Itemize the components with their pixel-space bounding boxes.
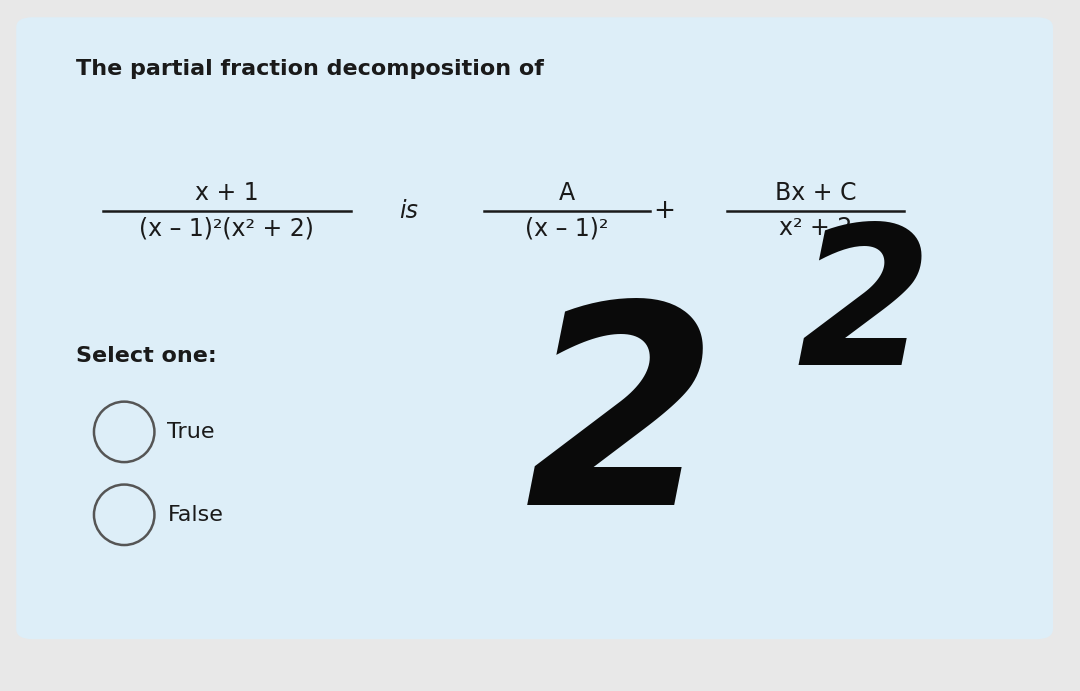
FancyBboxPatch shape bbox=[16, 17, 1053, 639]
Text: x² + 2: x² + 2 bbox=[779, 216, 852, 240]
Text: Select one:: Select one: bbox=[76, 346, 216, 366]
Text: x + 1: x + 1 bbox=[195, 181, 258, 205]
Text: 2: 2 bbox=[796, 217, 932, 405]
Text: (x – 1)²(x² + 2): (x – 1)²(x² + 2) bbox=[139, 216, 314, 240]
Text: 2: 2 bbox=[525, 294, 717, 563]
Text: False: False bbox=[167, 505, 224, 524]
Text: A: A bbox=[559, 181, 575, 205]
Text: Bx + C: Bx + C bbox=[774, 181, 856, 205]
Text: (x – 1)²: (x – 1)² bbox=[525, 216, 609, 240]
Text: +: + bbox=[653, 198, 675, 224]
Text: The partial fraction decomposition of: The partial fraction decomposition of bbox=[76, 59, 543, 79]
Text: True: True bbox=[167, 422, 215, 442]
Text: is: is bbox=[400, 199, 418, 223]
